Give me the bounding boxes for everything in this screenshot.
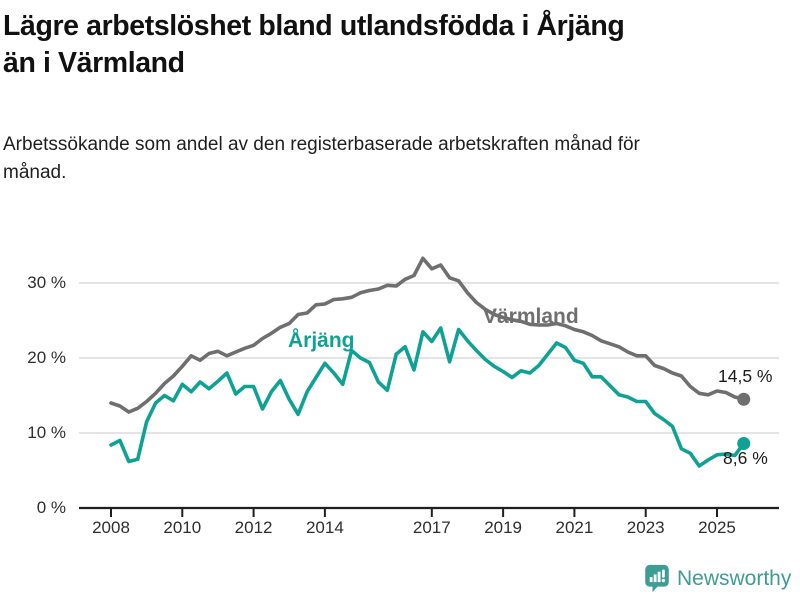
page-title: Lägre arbetslöshet bland utlandsfödda i … (3, 8, 793, 82)
exclamation-stem (662, 569, 665, 578)
title-line-1: Lägre arbetslöshet bland utlandsfödda i … (3, 10, 625, 42)
bar-small (649, 577, 653, 583)
x-tick-label-2014: 2014 (305, 518, 344, 537)
series-label-arjang: Årjäng (288, 329, 355, 352)
x-tick-label-2008: 2008 (92, 518, 130, 537)
x-tick-label-2025: 2025 (698, 518, 736, 537)
title-line-2: än i Värmland (3, 47, 185, 79)
chart-subtitle: Arbetssökande som andel av den registerb… (3, 134, 640, 183)
y-tick-label-20: 20 % (27, 348, 66, 367)
y-tick-label-0: 0 % (36, 498, 66, 517)
x-tick-label-2023: 2023 (626, 518, 665, 537)
x-tick-label-2010: 2010 (163, 518, 202, 537)
end-dot-arjang (737, 437, 751, 450)
bubble-shape (645, 564, 669, 593)
exclamation-dot (661, 578, 666, 583)
end-value-varmland: 14,5 % (718, 366, 773, 386)
x-tick-label-2019: 2019 (484, 518, 523, 537)
bar-large (657, 571, 661, 583)
x-tick-label-2012: 2012 (234, 518, 273, 537)
end-value-arjang: 8,6 % (723, 448, 768, 468)
brand-name: Newsworthy (677, 566, 792, 590)
newsworthy-logo[interactable]: Newsworthy (644, 564, 791, 593)
y-tick-label-10: 10 % (27, 423, 66, 442)
end-dot-varmland (737, 392, 751, 406)
y-tick-label-30: 30 % (27, 273, 66, 292)
series-line-arjang (109, 326, 746, 468)
x-tick-label-2021: 2021 (555, 518, 594, 537)
bar-medium (653, 574, 657, 583)
series-label-varmland: Värmland (483, 305, 579, 328)
series-line-varmland (109, 256, 746, 414)
newsworthy-bubble-icon (645, 564, 669, 593)
x-tick-label-2017: 2017 (412, 518, 451, 537)
